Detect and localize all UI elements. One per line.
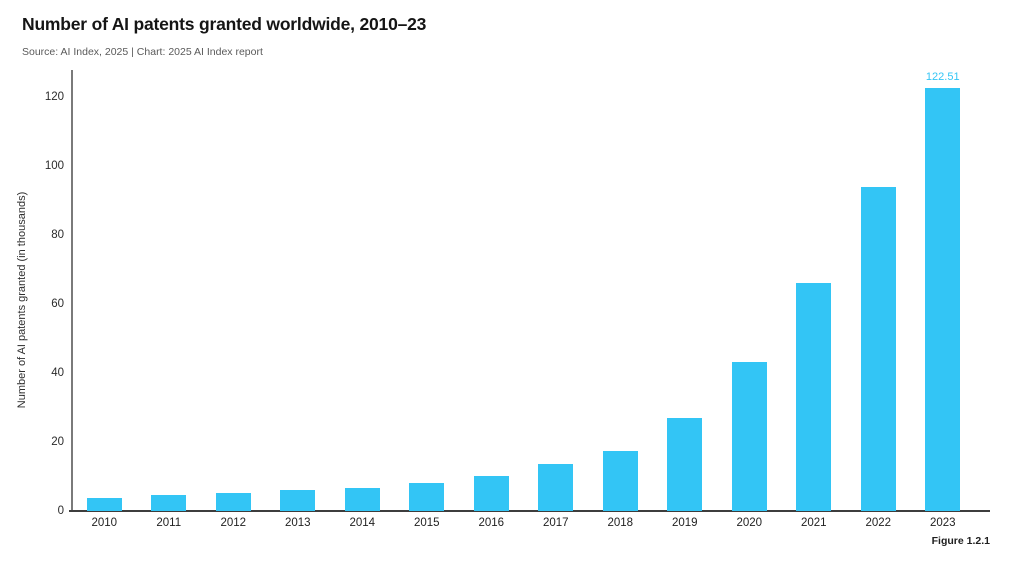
chart-source-line: Source: AI Index, 2025 | Chart: 2025 AI … xyxy=(22,46,263,58)
y-tick-label-40: 40 xyxy=(51,366,64,379)
bar-2015 xyxy=(409,483,445,511)
x-tick-label-2019: 2019 xyxy=(671,517,698,529)
bar-2018 xyxy=(602,450,638,511)
x-tick-label-2023: 2023 xyxy=(929,517,956,529)
x-tick-label-2010: 2010 xyxy=(91,517,118,529)
x-tick-label-2012: 2012 xyxy=(220,517,247,529)
y-tick-label-80: 80 xyxy=(51,228,64,241)
x-axis-line xyxy=(69,509,990,512)
x-tick-label-2022: 2022 xyxy=(865,517,892,529)
bar-2021 xyxy=(796,283,832,511)
bar-2022 xyxy=(860,186,896,511)
x-tick-label-2020: 2020 xyxy=(736,517,763,529)
bar-value-label-2023: 122.51 xyxy=(925,71,960,84)
y-tick-label-0: 0 xyxy=(57,504,64,517)
bar-2023 xyxy=(925,88,961,511)
bar-2011 xyxy=(151,494,187,511)
bar-2017 xyxy=(538,464,574,511)
x-tick-label-2014: 2014 xyxy=(349,517,376,529)
x-tick-label-2016: 2016 xyxy=(478,517,505,529)
y-tick-label-60: 60 xyxy=(51,297,64,310)
y-tick-label-120: 120 xyxy=(44,90,64,103)
x-tick-label-2018: 2018 xyxy=(607,517,634,529)
bar-2010 xyxy=(86,497,122,511)
bar-2012 xyxy=(215,492,251,511)
y-axis-line xyxy=(71,70,73,511)
bar-2019 xyxy=(667,417,703,511)
y-tick-label-100: 100 xyxy=(44,159,64,172)
chart-title: Number of AI patents granted worldwide, … xyxy=(22,14,427,34)
figure-label: Figure 1.2.1 xyxy=(931,535,990,547)
x-tick-label-2015: 2015 xyxy=(413,517,440,529)
x-tick-label-2017: 2017 xyxy=(542,517,569,529)
y-tick-label-20: 20 xyxy=(51,435,64,448)
bar-2013 xyxy=(280,489,316,511)
bar-2014 xyxy=(344,487,380,511)
x-tick-label-2013: 2013 xyxy=(284,517,311,529)
bar-2020 xyxy=(731,361,767,511)
bar-2016 xyxy=(473,475,509,511)
x-tick-label-2021: 2021 xyxy=(800,517,827,529)
x-tick-label-2011: 2011 xyxy=(156,517,182,529)
